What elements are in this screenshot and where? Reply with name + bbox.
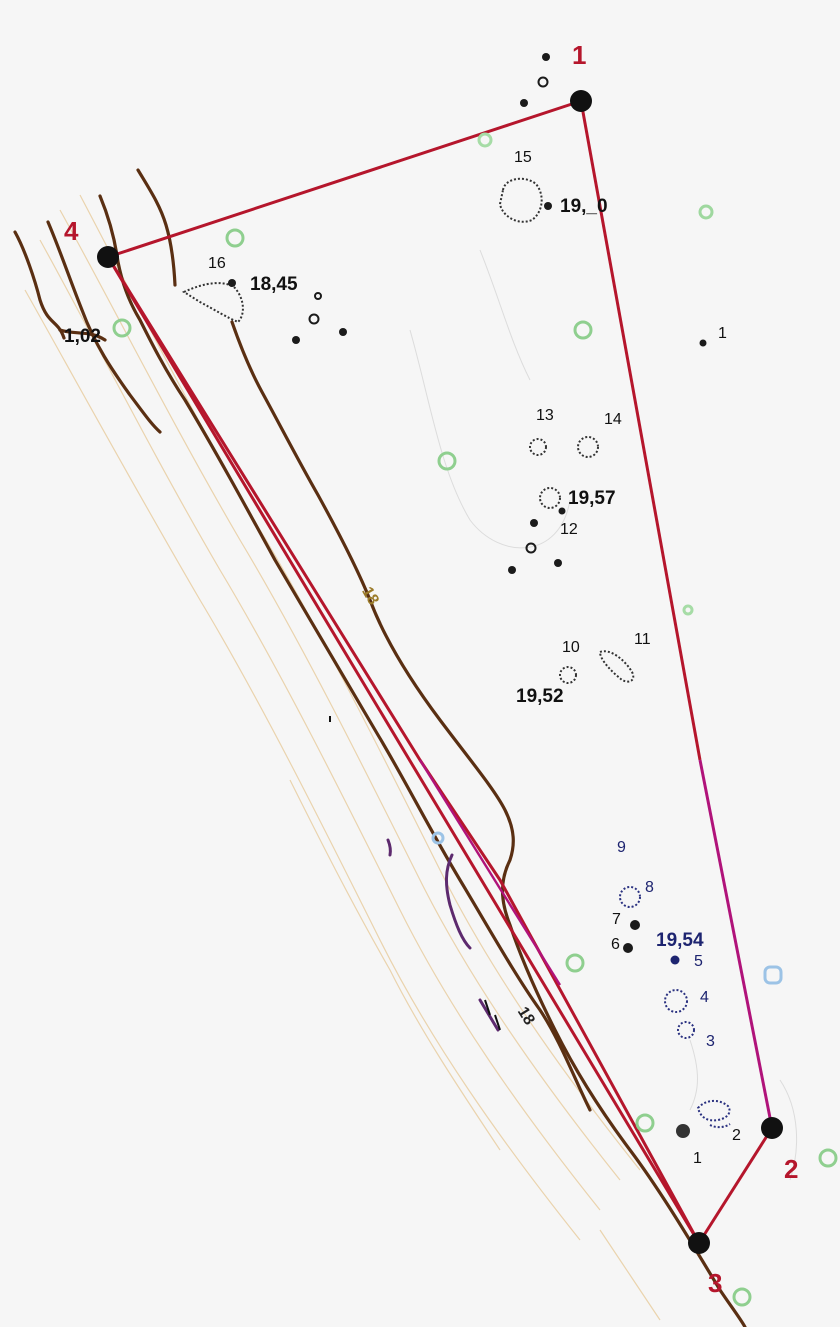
tree-marker	[477, 132, 493, 148]
tree-marker-blue	[431, 831, 445, 845]
corner-points	[97, 90, 783, 1254]
feature-16-outline	[181, 282, 244, 324]
elevation-label-west: 1,02	[64, 326, 101, 347]
survey-point	[525, 542, 537, 554]
survey-point	[558, 507, 566, 515]
feature-label-10: 10	[562, 639, 580, 656]
survey-point	[520, 99, 528, 107]
boundary-edge-1-2-lower	[698, 759, 774, 1129]
feature-label-3: 3	[706, 1033, 715, 1050]
feature-3	[677, 1021, 695, 1039]
parcel-boundary	[106, 99, 774, 1244]
tree-marker	[225, 228, 245, 248]
feature-label-8: 8	[645, 879, 654, 896]
feature-label-2: 2	[732, 1127, 741, 1144]
survey-point	[339, 328, 347, 336]
survey-point	[228, 279, 236, 287]
elevation-label-10: 19,52	[516, 686, 564, 707]
corner-label-1: 1	[572, 40, 586, 70]
feature-label-9: 9	[617, 839, 626, 856]
feature-label-12: 12	[560, 521, 578, 538]
survey-point	[292, 336, 300, 344]
survey-point	[308, 313, 320, 325]
boundary-edge-4-3-outer	[106, 256, 701, 1244]
survey-point	[314, 292, 322, 300]
feature-label-4: 4	[700, 989, 709, 1006]
feature-2	[696, 1100, 731, 1122]
feature-label-7: 7	[612, 911, 621, 928]
feature-label-14: 14	[604, 411, 622, 428]
faint-contours	[24, 194, 661, 1321]
scan-marks	[329, 716, 501, 1031]
elevation-label-group: 19,54	[656, 930, 704, 951]
tree-marker	[732, 1287, 752, 1307]
faint-interior-lines	[409, 249, 797, 1181]
survey-point	[530, 519, 538, 527]
survey-point	[676, 1124, 690, 1138]
tree-marker	[573, 320, 593, 340]
elevation-label-12: 19,57	[568, 488, 616, 509]
boundary-edge-4-3-purple	[418, 759, 562, 986]
boundary-edge-2-3	[697, 1127, 774, 1244]
contour-lines	[13, 168, 747, 1327]
contour-lines-purple	[386, 838, 500, 1032]
survey-point	[630, 920, 640, 930]
tree-markers	[112, 132, 838, 1307]
feature-label-16: 16	[208, 255, 226, 272]
contour-label-18-upper: 18	[358, 584, 382, 608]
corner-label-2: 2	[784, 1154, 798, 1184]
feature-15-outline	[498, 177, 543, 223]
tree-marker-blue	[763, 965, 783, 985]
feature-label-11: 11	[634, 631, 651, 648]
survey-point	[554, 559, 562, 567]
feature-label-6: 6	[611, 936, 620, 953]
feature-10	[559, 666, 577, 684]
corner-point-1	[570, 90, 592, 112]
feature-label-1: 1	[693, 1150, 702, 1167]
corner-point-4	[97, 246, 119, 268]
feature-2-detail	[709, 1123, 731, 1129]
corner-point-2	[761, 1117, 783, 1139]
tree-marker	[112, 318, 132, 338]
feature-11	[598, 650, 635, 683]
boundary-edge-4-3-inner	[106, 256, 701, 1244]
feature-label-5: 5	[694, 953, 703, 970]
survey-point	[623, 943, 633, 953]
tree-marker	[565, 953, 585, 973]
hatched-features-blue	[619, 886, 731, 1129]
feature-label-13: 13	[536, 407, 554, 424]
feature-13	[529, 438, 547, 456]
tree-marker	[635, 1113, 655, 1133]
survey-point	[537, 76, 549, 88]
survey-point	[670, 955, 680, 965]
corner-label-3: 3	[708, 1268, 722, 1298]
survey-point	[508, 566, 516, 574]
tree-marker	[437, 451, 457, 471]
tree-marker	[682, 604, 694, 616]
feature-14	[577, 436, 599, 458]
contour-label-18-lower: 18	[514, 1004, 538, 1028]
feature-label-15: 15	[514, 149, 532, 166]
survey-point	[544, 202, 552, 210]
tree-marker	[698, 204, 714, 220]
boundary-edge-1-2-upper	[579, 100, 702, 761]
tree-marker	[818, 1148, 838, 1168]
survey-point	[542, 53, 550, 61]
corner-label-4: 4	[64, 216, 79, 246]
survey-points	[228, 53, 707, 1138]
feature-8	[619, 886, 641, 908]
feature-4	[664, 989, 688, 1013]
elevation-label-16: 18,45	[250, 274, 298, 295]
boundary-edge-1-4	[107, 99, 582, 259]
corner-point-3	[688, 1232, 710, 1254]
feature-12	[539, 487, 561, 509]
survey-point	[699, 339, 707, 347]
feature-label-1-east: 1	[718, 325, 727, 342]
elevation-label-15: 19,_0	[560, 196, 608, 217]
hatched-features	[181, 177, 635, 684]
